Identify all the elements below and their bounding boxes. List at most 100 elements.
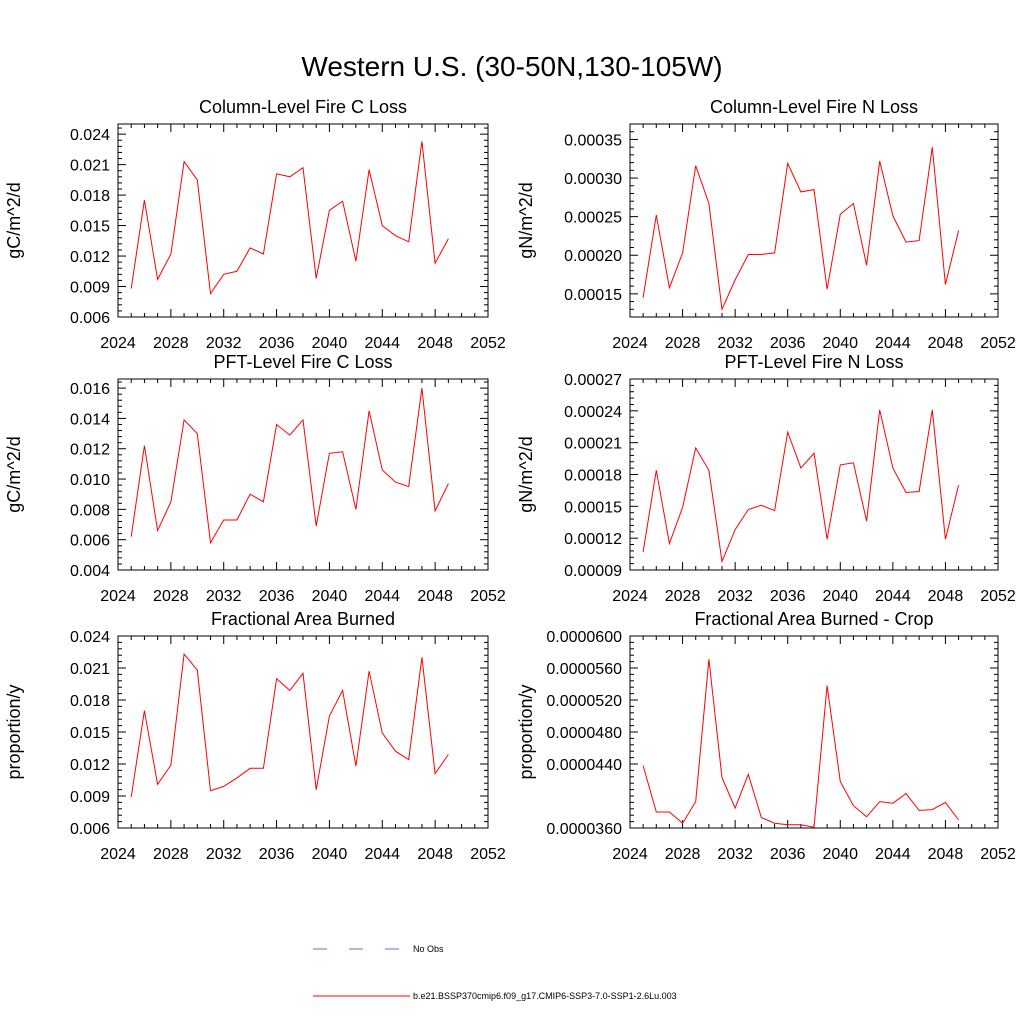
series-line bbox=[642, 659, 959, 828]
y-tick-label: 0.0000360 bbox=[546, 821, 622, 838]
panel-4: PFT-Level Fire N Loss gN/m^2/d 2024 2028 203… bbox=[516, 352, 1016, 605]
x-tick-label: 2048 bbox=[928, 588, 964, 605]
x-tick-label: 2044 bbox=[875, 588, 911, 605]
y-tick-label: 0.021 bbox=[70, 158, 110, 175]
y-tick-label: 0.014 bbox=[70, 411, 110, 428]
panel-3: PFT-Level Fire C Loss gC/m^2/d 2024 2028 203… bbox=[4, 352, 506, 605]
y-tick-label: 0.00024 bbox=[564, 404, 622, 421]
panel-6: Fractional Area Burned - Crop proportion/… bbox=[516, 609, 1016, 863]
x-tick-label: 2032 bbox=[206, 335, 242, 352]
y-tick-label: 0.008 bbox=[70, 502, 110, 519]
y-tick-label: 0.00020 bbox=[564, 248, 622, 265]
x-tick-label: 2048 bbox=[417, 335, 453, 352]
series-line bbox=[130, 141, 449, 295]
y-tick-label: 0.018 bbox=[70, 188, 110, 205]
x-tick-label: 2032 bbox=[717, 846, 753, 863]
y-tick-label: 0.00030 bbox=[564, 171, 622, 188]
y-tick-label: 0.015 bbox=[70, 219, 110, 236]
y-tick-label: 0.015 bbox=[70, 725, 110, 742]
y-axis-label: gN/m^2/d bbox=[516, 436, 536, 512]
plot-frame bbox=[117, 635, 489, 829]
legend-label-no-obs: No Obs bbox=[413, 944, 444, 954]
y-tick-label: 0.0000560 bbox=[546, 661, 622, 678]
y-axis-label: gC/m^2/d bbox=[4, 436, 24, 512]
y-axis-label: gC/m^2/d bbox=[4, 182, 24, 258]
x-tick-label: 2040 bbox=[822, 335, 858, 352]
x-tick-label: 2028 bbox=[665, 846, 701, 863]
y-tick-label: 0.024 bbox=[70, 629, 110, 646]
panel-title: Column-Level Fire N Loss bbox=[710, 97, 918, 117]
y-tick-label: 0.00009 bbox=[564, 563, 622, 580]
x-tick-label: 2032 bbox=[717, 335, 753, 352]
y-tick-label: 0.006 bbox=[70, 310, 110, 327]
y-tick-label: 0.00015 bbox=[564, 499, 622, 516]
y-tick-label: 0.004 bbox=[70, 563, 110, 580]
x-tick-label: 2052 bbox=[980, 335, 1016, 352]
panel-title: Fractional Area Burned - Crop bbox=[694, 609, 933, 629]
x-tick-label: 2052 bbox=[980, 846, 1016, 863]
x-tick-label: 2048 bbox=[928, 846, 964, 863]
x-tick-label: 2040 bbox=[312, 588, 348, 605]
x-tick-label: 2024 bbox=[100, 588, 136, 605]
y-tick-label: 0.024 bbox=[70, 127, 110, 144]
x-tick-label: 2028 bbox=[153, 588, 189, 605]
plot-frame bbox=[629, 123, 999, 318]
x-tick-label: 2052 bbox=[980, 588, 1016, 605]
plot-frame bbox=[117, 378, 489, 571]
y-axis-label: gN/m^2/d bbox=[516, 182, 536, 258]
x-tick-label: 2044 bbox=[875, 335, 911, 352]
y-tick-label: 0.0000440 bbox=[546, 757, 622, 774]
x-tick-label: 2052 bbox=[470, 588, 506, 605]
y-tick-label: 0.006 bbox=[70, 533, 110, 550]
y-tick-label: 0.016 bbox=[70, 381, 110, 398]
x-tick-label: 2040 bbox=[822, 588, 858, 605]
x-tick-label: 2044 bbox=[875, 846, 911, 863]
x-tick-label: 2044 bbox=[364, 335, 400, 352]
x-tick-label: 2028 bbox=[153, 335, 189, 352]
panels: Column-Level Fire C Loss gC/m^2/d 2024 2028… bbox=[4, 97, 1016, 863]
y-tick-label: 0.010 bbox=[70, 472, 110, 489]
y-tick-label: 0.0000520 bbox=[546, 693, 622, 710]
y-tick-label: 0.009 bbox=[70, 280, 110, 297]
x-tick-label: 2028 bbox=[665, 588, 701, 605]
y-tick-label: 0.00025 bbox=[564, 210, 622, 227]
panel-5: Fractional Area Burned proportion/y 2024 20… bbox=[4, 609, 506, 863]
y-axis-label: proportion/y bbox=[516, 684, 536, 779]
series-line bbox=[130, 388, 449, 545]
x-tick-label: 2044 bbox=[364, 588, 400, 605]
plot-frame bbox=[117, 123, 489, 318]
y-tick-label: 0.009 bbox=[70, 789, 110, 806]
panel-title: PFT-Level Fire N Loss bbox=[724, 352, 903, 372]
x-tick-label: 2036 bbox=[259, 335, 295, 352]
x-tick-label: 2032 bbox=[206, 588, 242, 605]
y-tick-label: 0.021 bbox=[70, 661, 110, 678]
legend-label-model: b.e21.BSSP370cmip6.f09_g17.CMIP6-SSP3-7.… bbox=[413, 991, 677, 1001]
y-axis-label: proportion/y bbox=[4, 684, 24, 779]
panel-title: Column-Level Fire C Loss bbox=[199, 97, 407, 117]
y-tick-label: 0.006 bbox=[70, 821, 110, 838]
plot-frame bbox=[629, 635, 999, 829]
x-tick-label: 2048 bbox=[417, 588, 453, 605]
panel-title: Fractional Area Burned bbox=[211, 609, 395, 629]
panel-1: Column-Level Fire C Loss gC/m^2/d 2024 2028… bbox=[4, 97, 506, 352]
x-tick-label: 2040 bbox=[312, 335, 348, 352]
x-tick-label: 2024 bbox=[612, 335, 648, 352]
x-tick-label: 2036 bbox=[770, 588, 806, 605]
x-tick-label: 2024 bbox=[612, 588, 648, 605]
y-tick-label: 0.00015 bbox=[564, 287, 622, 304]
figure-title: Western U.S. (30-50N,130-105W) bbox=[301, 51, 722, 82]
y-tick-label: 0.012 bbox=[70, 757, 110, 774]
y-tick-label: 0.0000480 bbox=[546, 725, 622, 742]
series-line bbox=[642, 409, 960, 564]
y-tick-label: 0.00021 bbox=[564, 436, 622, 453]
x-tick-label: 2040 bbox=[312, 846, 348, 863]
x-tick-label: 2032 bbox=[717, 588, 753, 605]
x-tick-label: 2028 bbox=[665, 335, 701, 352]
legend: No Obs b.e21.BSSP370cmip6.f09_g17.CMIP6-… bbox=[313, 944, 677, 1001]
y-tick-label: 0.018 bbox=[70, 693, 110, 710]
y-tick-label: 0.00018 bbox=[564, 468, 622, 485]
x-tick-label: 2032 bbox=[206, 846, 242, 863]
y-tick-label: 0.00027 bbox=[564, 372, 622, 389]
panel-2: Column-Level Fire N Loss gN/m^2/d 2024 2028… bbox=[516, 97, 1016, 352]
